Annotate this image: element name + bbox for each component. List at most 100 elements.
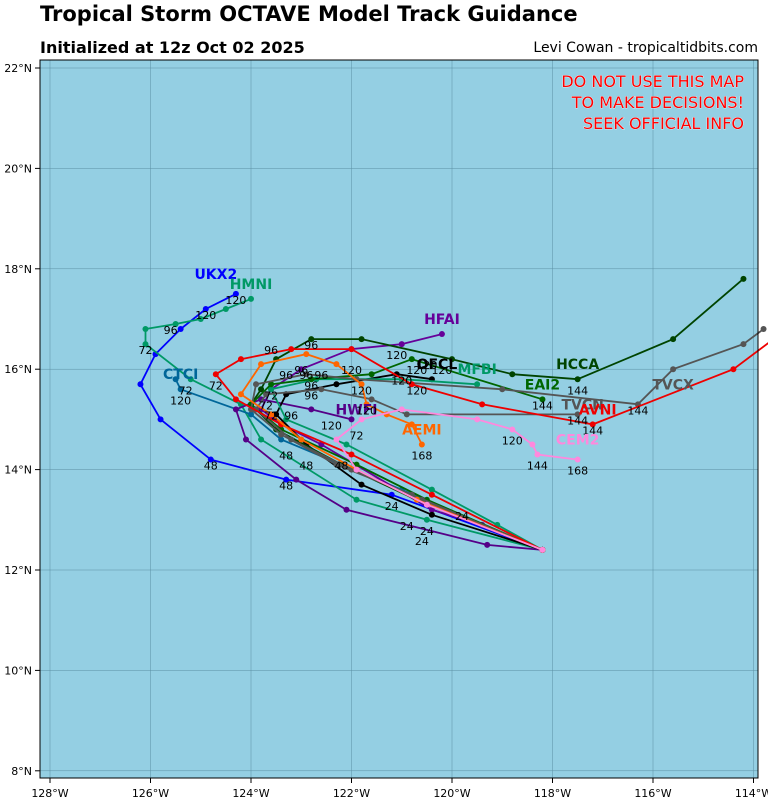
lon-tick-label: 122°W <box>333 787 370 800</box>
track-ukx2[interactable] <box>137 290 546 553</box>
track-point <box>474 381 481 388</box>
track-point <box>303 351 310 358</box>
track-point <box>574 456 581 463</box>
forecast-hour-label: 96 <box>164 324 178 337</box>
track-point <box>283 416 290 423</box>
track-point <box>172 376 179 383</box>
track-hwfi[interactable] <box>232 396 546 553</box>
lon-tick-label: 120°W <box>433 787 470 800</box>
forecast-hour-label: 48 <box>279 480 293 493</box>
track-point <box>438 331 445 338</box>
track-point <box>318 386 325 393</box>
track-point <box>258 386 265 393</box>
track-point <box>398 341 405 348</box>
track-point <box>348 346 355 353</box>
track-point <box>278 426 285 433</box>
forecast-hour-label: 168 <box>411 450 432 463</box>
grid-lines <box>40 60 758 778</box>
track-point <box>207 456 214 463</box>
track-point <box>363 401 370 408</box>
forecast-hour-label: 120 <box>391 374 412 387</box>
track-point <box>408 381 415 388</box>
track-point <box>298 436 305 443</box>
track-point <box>212 371 219 378</box>
track-point <box>197 316 204 322</box>
forecast-hour-label: 168 <box>567 465 588 478</box>
track-point <box>509 426 516 433</box>
track-point <box>423 516 430 523</box>
track-point <box>258 436 265 443</box>
forecast-hour-label: 144 <box>527 460 548 473</box>
forecast-hour-label: 96 <box>299 369 313 382</box>
track-point <box>358 336 365 343</box>
lon-tick-label: 124°W <box>232 787 269 800</box>
forecast-hour-label: 96 <box>264 344 278 357</box>
forecast-hour-label: 120 <box>416 359 437 372</box>
track-cem2[interactable] <box>333 406 581 553</box>
track-point <box>509 371 516 378</box>
model-labels: 48120UKX27296120HMNI72120CTCI7296120HFAI… <box>138 267 694 548</box>
forecast-hour-label: 24 <box>415 535 429 548</box>
forecast-hour-label: 96 <box>304 379 318 392</box>
map-credit: Levi Cowan - tropicaltidbits.com <box>533 40 758 56</box>
track-point <box>253 381 260 388</box>
track-point <box>398 406 405 413</box>
track-point <box>740 341 747 348</box>
model-label-ctci: CTCI <box>163 367 198 383</box>
warning-line: TO MAKE DECISIONS! <box>571 93 744 112</box>
track-line <box>239 353 543 551</box>
track-point <box>303 371 310 378</box>
warning-text: DO NOT USE THIS MAP TO MAKE DECISIONS! SEE… <box>561 72 745 134</box>
map-subtitle: Initialized at 12z Oct 02 2025 <box>40 38 305 57</box>
track-point <box>574 411 581 418</box>
forecast-hour-label: 24 <box>385 500 399 513</box>
track-point <box>177 326 184 333</box>
model-label-hfai: HFAI <box>424 312 460 328</box>
model-label-hwfi: HWFI <box>336 402 378 418</box>
track-point <box>308 406 315 413</box>
track-point <box>428 486 435 493</box>
lon-tick-label: 114°W <box>735 787 768 800</box>
track-point <box>333 361 340 368</box>
forecast-hour-label: 72 <box>350 429 364 442</box>
forecast-hour-label: 24 <box>420 525 434 538</box>
forecast-hour-label: 144 <box>567 414 588 427</box>
track-point <box>539 396 546 403</box>
track-point <box>403 411 410 418</box>
lat-tick-label: 22°N <box>4 62 32 75</box>
model-label-avni: AVNI <box>579 402 617 418</box>
track-point <box>288 346 295 353</box>
track-line <box>214 342 768 551</box>
forecast-hour-label: 120 <box>225 294 246 307</box>
model-label-aemi: AEMI <box>402 422 442 438</box>
forecast-hour-label: 144 <box>582 424 603 437</box>
forecast-hour-label: 48 <box>279 450 293 463</box>
track-point <box>248 295 254 302</box>
lon-tick-label: 128°W <box>31 787 68 800</box>
track-point <box>589 421 596 428</box>
forecast-hour-label: 120 <box>321 419 342 432</box>
warning-line: DO NOT USE THIS MAP <box>561 72 744 91</box>
forecast-hour-label: 24 <box>455 510 469 523</box>
track-point <box>670 366 677 373</box>
forecast-hour-label: 120 <box>406 384 427 397</box>
forecast-hour-label: 120 <box>431 364 452 377</box>
track-point <box>358 416 365 423</box>
track-point <box>142 341 149 348</box>
lon-tick-label: 126°W <box>132 787 169 800</box>
track-point <box>358 381 365 388</box>
forecast-hour-label: 120 <box>356 404 377 417</box>
track-point <box>293 476 300 483</box>
track-point <box>273 411 280 418</box>
track-point <box>423 501 430 508</box>
forecast-hour-label: 120 <box>386 349 407 362</box>
model-label-ofcl: OFCL <box>417 357 458 373</box>
lat-tick-label: 10°N <box>4 664 32 677</box>
track-point <box>278 431 285 438</box>
track-point <box>242 436 249 443</box>
model-tracks <box>137 275 768 553</box>
track-point <box>268 411 275 418</box>
track-point <box>529 441 536 448</box>
track-point <box>484 541 491 548</box>
